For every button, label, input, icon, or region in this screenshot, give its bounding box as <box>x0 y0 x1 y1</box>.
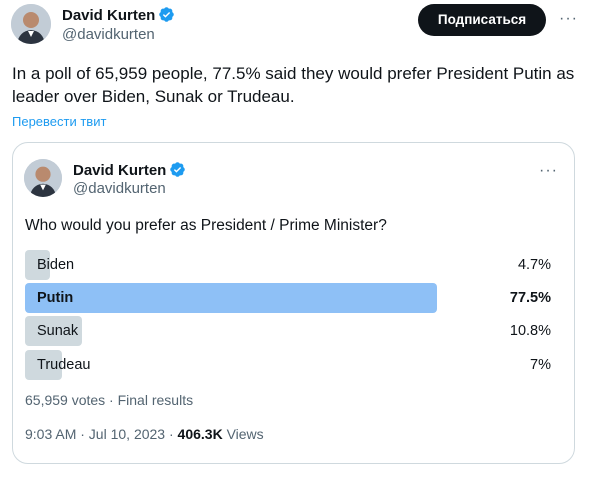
poll-option-trudeau: Trudeau 7% <box>25 350 551 380</box>
poll-option-biden: Biden 4.7% <box>25 250 551 280</box>
avatar-image <box>11 4 51 44</box>
poll-bar <box>25 283 437 313</box>
poll-question: Who would you prefer as President / Prim… <box>25 217 387 234</box>
poll-option-percent: 4.7% <box>517 257 551 273</box>
poll-option-label: Biden <box>37 257 75 273</box>
quote-author-name[interactable]: David Kurten <box>73 161 186 179</box>
author-name[interactable]: David Kurten <box>62 6 175 24</box>
subscribe-button[interactable]: Подписаться <box>418 4 546 36</box>
translate-link[interactable]: Перевести твит <box>12 114 107 129</box>
quote-verified-badge-icon <box>169 161 186 178</box>
quote-avatar-image <box>24 159 62 197</box>
views-label: Views <box>222 426 264 442</box>
poll-option-putin: Putin 77.5% <box>25 283 551 313</box>
poll-bar <box>25 316 82 346</box>
poll-option-percent: 77.5% <box>509 290 551 306</box>
quote-more-options-icon[interactable]: ··· <box>539 162 558 179</box>
author-name-text: David Kurten <box>62 7 156 24</box>
quoted-tweet-card[interactable]: David Kurten @davidkurten ··· Who would … <box>12 142 575 464</box>
poll-bar <box>25 250 50 280</box>
tweet-text: In a poll of 65,959 people, 77.5% said t… <box>12 64 575 106</box>
verified-badge-icon <box>158 6 175 23</box>
more-options-icon[interactable]: ··· <box>559 10 578 27</box>
author-avatar[interactable] <box>11 4 51 44</box>
poll-bar <box>25 350 62 380</box>
poll-votes-summary: 65,959 votes · Final results <box>25 392 194 408</box>
poll-option-percent: 10.8% <box>509 323 551 339</box>
poll-option-label: Putin <box>37 290 74 306</box>
poll-option-percent: 7% <box>530 357 551 373</box>
poll-option-label: Sunak <box>37 323 79 339</box>
poll-option-label: Trudeau <box>37 357 91 373</box>
poll-option-sunak: Sunak 10.8% <box>25 316 551 346</box>
quote-author-handle[interactable]: @davidkurten <box>73 180 166 197</box>
tweet-metadata: 9:03 AM · Jul 10, 2023 · 406.3K Views <box>25 426 264 442</box>
quote-author-avatar[interactable] <box>24 159 62 197</box>
views-count: 406.3K <box>177 426 223 442</box>
author-handle[interactable]: @davidkurten <box>62 26 155 43</box>
tweet-timestamp[interactable]: 9:03 AM · Jul 10, 2023 · <box>25 426 178 442</box>
quote-author-name-text: David Kurten <box>73 162 167 179</box>
